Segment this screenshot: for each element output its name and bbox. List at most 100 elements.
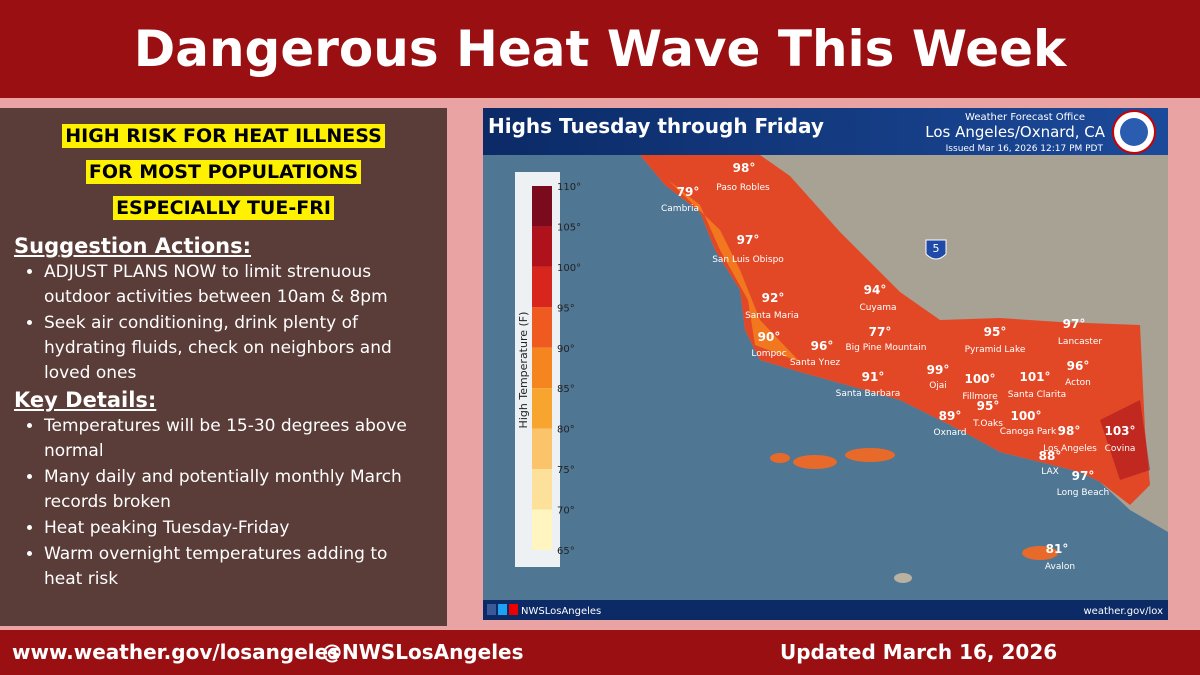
island bbox=[1022, 546, 1058, 560]
city-temp: 79° bbox=[677, 185, 700, 199]
legend-band bbox=[532, 509, 552, 550]
city-temp: 77° bbox=[869, 325, 892, 339]
city-name: Los Angeles bbox=[1043, 444, 1097, 454]
city-name: LAX bbox=[1041, 467, 1059, 477]
bullet: Temperatures will be 15-30 degrees above… bbox=[44, 414, 424, 464]
city-temp: 99° bbox=[927, 363, 950, 377]
social: NWSLosAngeles bbox=[521, 606, 601, 617]
island bbox=[845, 448, 895, 462]
island bbox=[894, 573, 912, 583]
city-name: Cuyama bbox=[859, 303, 896, 313]
city-temp: 81° bbox=[1046, 542, 1069, 556]
city-name: Avalon bbox=[1045, 562, 1075, 572]
legend: 110° 105° 100° 95° 90° 85° 80° 75° 70° 65° bbox=[532, 182, 581, 557]
city-name: San Luis Obispo bbox=[712, 255, 784, 265]
bullet: Heat peaking Tuesday-Friday bbox=[44, 516, 424, 541]
city-name: Canoga Park bbox=[1000, 427, 1057, 437]
footer-updated: Updated March 16, 2026 bbox=[780, 640, 1058, 664]
legend-title: High Temperature (F) bbox=[517, 312, 530, 429]
highway-shield bbox=[925, 239, 947, 260]
nws-logo-inner bbox=[1120, 118, 1148, 146]
city-temp: 92° bbox=[762, 291, 785, 305]
header-title: Dangerous Heat Wave This Week bbox=[0, 0, 1200, 98]
legend-band bbox=[532, 388, 552, 429]
legend-band bbox=[532, 226, 552, 267]
city-temp: 88° bbox=[1039, 449, 1062, 463]
bullet-list: ADJUST PLANS NOW to limit strenuous outd… bbox=[0, 260, 447, 386]
site: weather.gov/lox bbox=[1083, 606, 1163, 617]
info-panel: HIGH RISK FOR HEAT ILLNESS FOR MOST POPU… bbox=[0, 108, 447, 626]
bullet: Many daily and potentially monthly March… bbox=[44, 465, 424, 515]
island bbox=[770, 453, 790, 463]
legend-tick: 80° bbox=[557, 425, 575, 436]
city-name: Acton bbox=[1065, 378, 1091, 388]
office-label: Weather Forecast Office bbox=[965, 112, 1085, 123]
city-temp: 94° bbox=[864, 283, 887, 297]
legend-band bbox=[532, 428, 552, 470]
heat-zone bbox=[640, 155, 1150, 505]
footer-handle: @NWSLosAngeles bbox=[322, 640, 524, 664]
footer-website: www.weather.gov/losangeles bbox=[12, 640, 341, 664]
legend-tick: 100° bbox=[557, 263, 581, 274]
section-heading: Key Details: bbox=[14, 388, 157, 412]
heat-zone-light bbox=[668, 180, 800, 362]
bullet: ADJUST PLANS NOW to limit strenuous outd… bbox=[44, 260, 424, 310]
city-name: Fillmore bbox=[962, 392, 998, 402]
city-temp: 101° bbox=[1019, 370, 1050, 384]
heat-map: Highs Tuesday through Friday Weather For… bbox=[483, 108, 1168, 620]
city-temp: 95° bbox=[977, 399, 1000, 413]
heat-zone-hot bbox=[1100, 400, 1150, 480]
section-heading: Suggestion Actions: bbox=[14, 234, 252, 258]
city-labels: 98° Paso Robles 79° Cambria 97° San Luis Obis… bbox=[661, 161, 1136, 572]
highlight-text: HIGH RISK FOR HEAT ILLNESS bbox=[62, 124, 385, 148]
city-name: Oxnard bbox=[934, 428, 967, 438]
city-name: Pyramid Lake bbox=[965, 345, 1026, 355]
highlight-line: ESPECIALLY TUE-FRI bbox=[0, 192, 447, 224]
city-name: Lancaster bbox=[1058, 337, 1102, 347]
city-name: Lompoc bbox=[751, 349, 786, 359]
legend-tick: 105° bbox=[557, 222, 581, 233]
legend-band bbox=[532, 307, 552, 348]
legend-band bbox=[532, 266, 552, 308]
legend-band bbox=[532, 347, 552, 389]
bullet: Seek air conditioning, drink plenty of h… bbox=[44, 311, 424, 386]
icon-twitter bbox=[498, 604, 507, 615]
city-name: Long Beach bbox=[1057, 488, 1110, 498]
city-temp: 100° bbox=[1010, 409, 1041, 423]
icon-youtube bbox=[509, 604, 518, 615]
highlight-text: FOR MOST POPULATIONS bbox=[85, 160, 362, 184]
city-name: T.Oaks bbox=[972, 419, 1003, 429]
city-temp: 96° bbox=[1067, 359, 1090, 373]
footer: www.weather.gov/losangeles @NWSLosAngele… bbox=[0, 630, 1200, 675]
city-temp: 96° bbox=[811, 339, 834, 353]
city-temp: 89° bbox=[939, 409, 962, 423]
bullet-list: Temperatures will be 15-30 degrees above… bbox=[0, 414, 447, 592]
city-name: Big Pine Mountain bbox=[845, 343, 926, 353]
icon-facebook bbox=[487, 604, 496, 615]
city-name: Santa Maria bbox=[745, 311, 799, 321]
highlight-line: HIGH RISK FOR HEAT ILLNESS bbox=[0, 120, 447, 152]
city-name: Santa Ynez bbox=[790, 358, 841, 368]
legend-band bbox=[532, 186, 552, 227]
city-temp: 100° bbox=[964, 372, 995, 386]
office-name: Los Angeles/Oxnard, CA bbox=[925, 123, 1105, 141]
city-temp: 98° bbox=[733, 161, 756, 175]
city-temp: 97° bbox=[1072, 469, 1095, 483]
city-temp: 91° bbox=[862, 370, 885, 384]
legend-tick: 75° bbox=[557, 465, 575, 476]
legend-tick: 65° bbox=[557, 546, 575, 557]
bullet: Warm overnight temperatures adding to he… bbox=[44, 542, 424, 592]
map-title-bar bbox=[483, 108, 1168, 155]
highlight-text: ESPECIALLY TUE-FRI bbox=[113, 196, 334, 220]
legend-tick: 70° bbox=[557, 506, 575, 517]
legend-tick: 110° bbox=[557, 182, 581, 193]
city-name: Santa Barbara bbox=[836, 389, 901, 399]
city-name: Covina bbox=[1105, 444, 1136, 454]
legend-tick: 90° bbox=[557, 344, 575, 355]
city-name: Ojai bbox=[929, 381, 947, 391]
city-temp: 103° bbox=[1104, 424, 1135, 438]
legend-tick: 95° bbox=[557, 303, 575, 314]
legend-band bbox=[532, 469, 552, 510]
issued: Issued Mar 16, 2026 12:17 PM PDT bbox=[946, 144, 1104, 154]
